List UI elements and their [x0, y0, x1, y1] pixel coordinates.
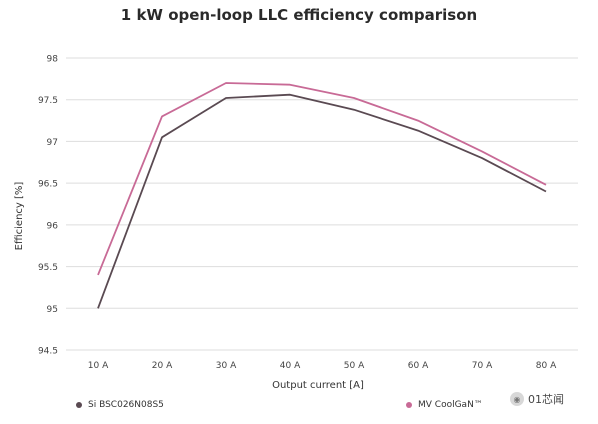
- y-tick-label: 95: [47, 305, 58, 315]
- legend-label-gan: MV CoolGaN™: [418, 400, 483, 410]
- x-tick-labels: 10 A 20 A 30 A 40 A 50 A 60 A 70 A 80 A: [88, 361, 557, 371]
- x-tick-label: 10 A: [88, 361, 109, 371]
- y-tick-label: 96.5: [38, 180, 58, 190]
- series-line-si: [97, 93, 547, 309]
- legend-item-gan: MV CoolGaN™: [406, 400, 483, 410]
- y-tick-labels: 94.5 95 95.5 96 96.5 97 97.5 98: [38, 55, 58, 357]
- legend-item-si: Si BSC026N08S5: [76, 400, 164, 410]
- watermark: ◉ 01芯闻: [510, 391, 564, 407]
- chart-title: 1 kW open-loop LLC efficiency comparison: [120, 6, 478, 24]
- x-axis-label: Output current [A]: [272, 380, 364, 391]
- wechat-icon: ◉: [510, 392, 524, 406]
- x-tick-label: 60 A: [408, 361, 429, 371]
- x-tick-label: 50 A: [344, 361, 365, 371]
- y-axis-label: Efficiency [%]: [14, 182, 25, 251]
- y-tick-label: 94.5: [38, 347, 58, 357]
- x-tick-label: 30 A: [216, 361, 237, 371]
- series-line-gan: [97, 82, 547, 276]
- y-tick-label: 97: [47, 138, 58, 148]
- y-tick-label: 98: [47, 55, 59, 65]
- series-lines: [97, 82, 547, 309]
- watermark-text: 01芯闻: [528, 393, 564, 406]
- x-tick-label: 40 A: [280, 361, 301, 371]
- x-tick-label: 20 A: [152, 361, 173, 371]
- y-tick-label: 97.5: [38, 96, 58, 106]
- x-tick-label: 70 A: [472, 361, 493, 371]
- legend-marker-gan: [406, 402, 412, 408]
- y-tick-label: 95.5: [38, 263, 58, 273]
- legend-marker-si: [76, 402, 82, 408]
- legend-label-si: Si BSC026N08S5: [88, 400, 164, 410]
- y-tick-label: 96: [47, 221, 59, 231]
- x-tick-label: 80 A: [536, 361, 557, 371]
- grid-lines: [66, 57, 578, 351]
